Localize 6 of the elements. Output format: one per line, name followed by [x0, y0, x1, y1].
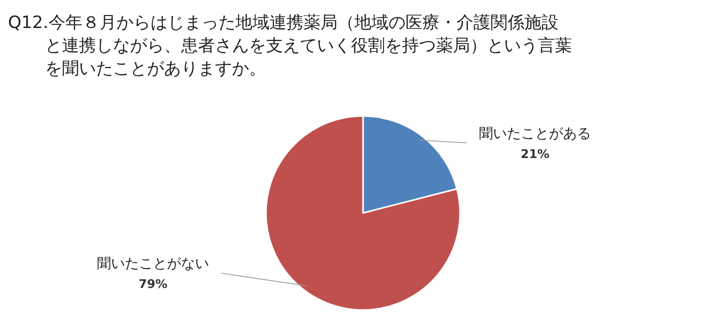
- slice-label: 聞いたことがある: [479, 126, 591, 142]
- data-label: 79%: [138, 277, 168, 292]
- data-label: 21%: [520, 146, 550, 161]
- pie-slice: [265, 115, 461, 311]
- chart-title: Q12.今年８月からはじまった地域連携薬局（地域の医療・介護関係施設と連携しながら、患者さんを支えていく役割を持つ薬局）という言葉を聞いたことがありますか。: [8, 13, 572, 79]
- slice-label: 聞いたことがない: [97, 256, 209, 272]
